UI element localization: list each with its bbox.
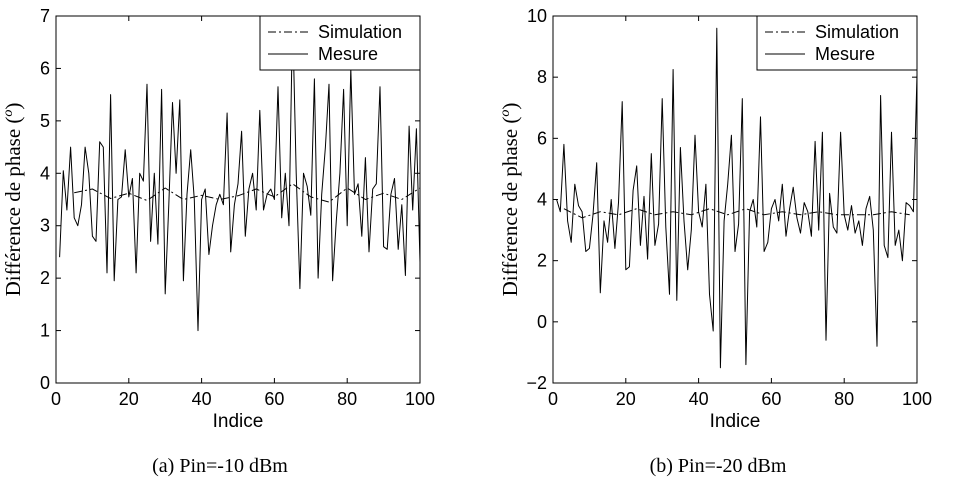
figure-caption: (b) Pin=-20 dBm — [650, 455, 787, 477]
y-axis-title-sup: o — [498, 110, 513, 117]
x-tick-label: 100 — [902, 389, 932, 409]
series-line-mesure — [556, 27, 918, 369]
y-axis-title-sup: o — [1, 110, 16, 117]
plot-frame — [552, 15, 918, 384]
chart-panel-a: 0 20 40 60 80 100 0 1 2 3 4 5 6 7 Indice Différence de … — [1, 6, 435, 477]
x-tick-label: 0 — [51, 389, 61, 409]
x-tick-label: 60 — [264, 389, 284, 409]
y-tick-label: 7 — [40, 6, 50, 26]
y-axis-title-main: Différence de phase ( — [498, 117, 522, 297]
y-tick-label: 4 — [537, 190, 547, 210]
legend-label-simulation: Simulation — [815, 22, 899, 42]
x-tick-label: 80 — [337, 389, 357, 409]
y-tick-label: 6 — [537, 128, 547, 148]
legend-box — [259, 15, 421, 71]
y-axis-title: Différence de phase (o) — [498, 103, 522, 297]
x-tick-label: 100 — [405, 389, 435, 409]
y-tick-label: 1 — [40, 321, 50, 341]
y-axis-title: Différence de phase (o) — [1, 103, 25, 297]
y-tick-label: 6 — [40, 58, 50, 78]
legend-label-mesure: Mesure — [815, 44, 875, 64]
y-tick-label: 10 — [527, 6, 547, 26]
y-tick-label: −2 — [526, 373, 547, 393]
y-tick-label: 0 — [40, 373, 50, 393]
y-tick-label: 2 — [537, 251, 547, 271]
y-axis-title-end: ) — [1, 103, 25, 110]
y-axis-title-main: Différence de phase ( — [1, 117, 25, 297]
x-tick-label: 80 — [834, 389, 854, 409]
x-tick-label: 20 — [119, 389, 139, 409]
y-tick-label: 3 — [40, 216, 50, 236]
y-tick-label: 5 — [40, 111, 50, 131]
legend-label-simulation: Simulation — [318, 22, 402, 42]
x-tick-label: 40 — [689, 389, 709, 409]
y-tick-label: 0 — [537, 312, 547, 332]
figure-caption: (a) Pin=-10 dBm — [152, 455, 288, 477]
x-axis-title: Indice — [213, 411, 264, 432]
x-tick-label: 20 — [616, 389, 636, 409]
y-tick-label: 8 — [537, 67, 547, 87]
x-tick-label: 40 — [192, 389, 212, 409]
legend-box — [756, 15, 918, 71]
y-tick-label: 2 — [40, 268, 50, 288]
y-axis-title-end: ) — [498, 103, 522, 110]
x-axis-title: Indice — [710, 411, 761, 432]
plot-frame — [55, 15, 421, 384]
series-line-simulation — [563, 208, 910, 219]
x-tick-label: 60 — [761, 389, 781, 409]
x-tick-label: 0 — [548, 389, 558, 409]
series-line-mesure — [59, 15, 421, 332]
legend-label-mesure: Mesure — [318, 44, 378, 64]
y-tick-label: 4 — [40, 163, 50, 183]
series-line-simulation — [74, 183, 421, 203]
